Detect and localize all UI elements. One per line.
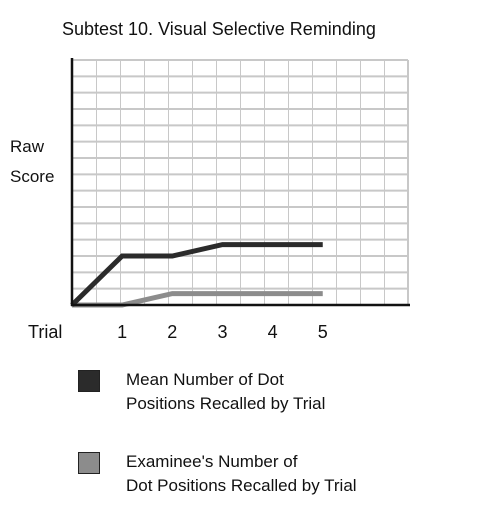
grid bbox=[72, 59, 408, 306]
legend: Mean Number of Dot Positions Recalled by… bbox=[78, 368, 498, 532]
legend-label: Mean Number of Dot Positions Recalled by… bbox=[126, 370, 326, 413]
x-axis-label: Trial bbox=[28, 322, 62, 342]
legend-entry: Mean Number of Dot Positions Recalled by… bbox=[78, 368, 498, 450]
chart: Subtest 10. Visual Selective Reminding R… bbox=[10, 19, 410, 342]
series-line bbox=[70, 242, 323, 307]
x-ticks: 1 2 3 4 5 bbox=[117, 322, 328, 342]
legend-entry: Examinee's Number of Dot Positions Recal… bbox=[78, 450, 498, 532]
x-tick-label: 4 bbox=[268, 322, 278, 342]
y-axis-label: Raw Score bbox=[10, 137, 54, 186]
legend-label: Examinee's Number of Dot Positions Recal… bbox=[126, 452, 357, 495]
page: {"chart_data": {"type": "line", "title":… bbox=[10, 18, 410, 495]
x-tick-label: 2 bbox=[167, 322, 177, 342]
x-tick-label: 3 bbox=[217, 322, 227, 342]
x-tick-label: 1 bbox=[117, 322, 127, 342]
legend-swatch bbox=[78, 370, 100, 392]
chart-title: Subtest 10. Visual Selective Reminding bbox=[62, 19, 376, 39]
x-tick-label: 5 bbox=[318, 322, 328, 342]
vertical-grid bbox=[72, 60, 410, 305]
legend-swatch bbox=[78, 452, 100, 474]
